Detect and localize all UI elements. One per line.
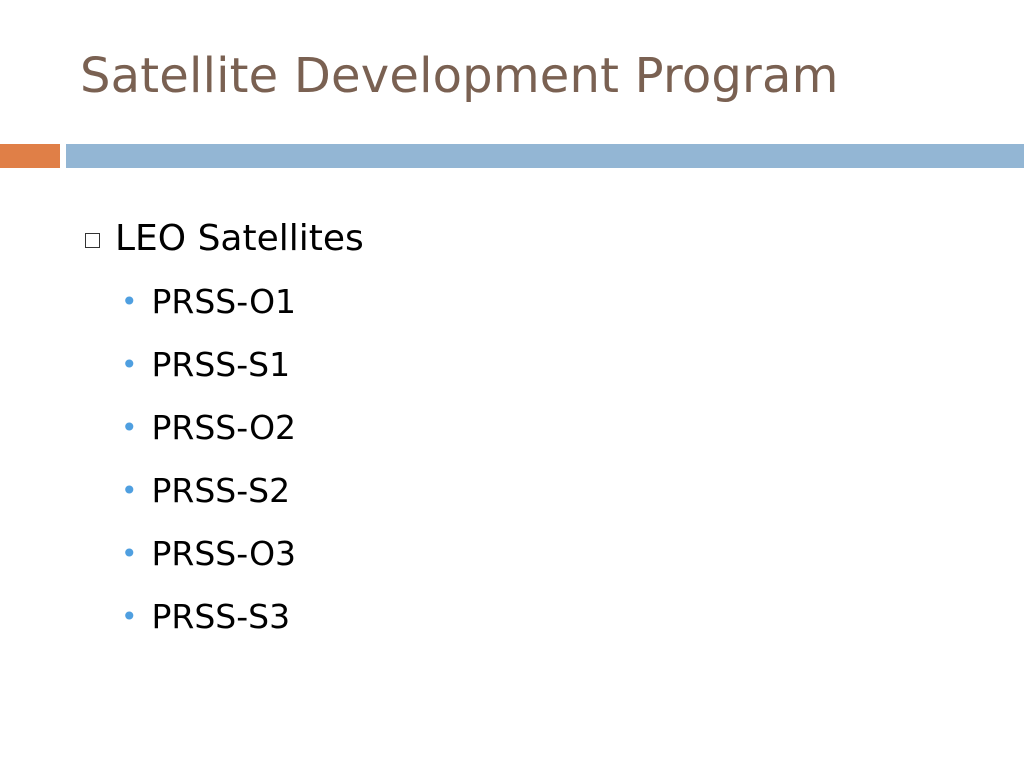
bullet-level1: LEO Satellites: [80, 210, 980, 266]
slide-title: Satellite Development Program: [80, 48, 839, 104]
list-item: • PRSS-O1: [80, 270, 980, 333]
sub-bullet-label: PRSS-O3: [151, 534, 297, 573]
dot-icon: •: [121, 599, 138, 633]
dot-icon: •: [121, 347, 138, 381]
sub-bullet-label: PRSS-S2: [151, 471, 291, 510]
accent-bar-blue: [66, 144, 1024, 168]
list-item: • PRSS-O2: [80, 396, 980, 459]
list-item: • PRSS-S2: [80, 459, 980, 522]
dot-icon: •: [121, 536, 138, 570]
list-item: • PRSS-S1: [80, 333, 980, 396]
dot-icon: •: [121, 284, 138, 318]
dot-icon: •: [121, 473, 138, 507]
sub-bullet-label: PRSS-S3: [151, 597, 291, 636]
sub-bullet-label: PRSS-S1: [151, 345, 291, 384]
dot-icon: •: [121, 410, 138, 444]
list-item: • PRSS-O3: [80, 522, 980, 585]
list-item: • PRSS-S3: [80, 585, 980, 648]
sub-bullet-label: PRSS-O2: [151, 408, 297, 447]
accent-bar-orange: [0, 144, 60, 168]
sub-bullet-list: • PRSS-O1 • PRSS-S1 • PRSS-O2 • PRSS-S2 …: [80, 270, 980, 648]
bullet-level1-label: LEO Satellites: [115, 217, 364, 259]
sub-bullet-label: PRSS-O1: [151, 282, 297, 321]
square-outline-icon: [85, 232, 100, 248]
slide-content: LEO Satellites • PRSS-O1 • PRSS-S1 • PRS…: [80, 210, 980, 648]
